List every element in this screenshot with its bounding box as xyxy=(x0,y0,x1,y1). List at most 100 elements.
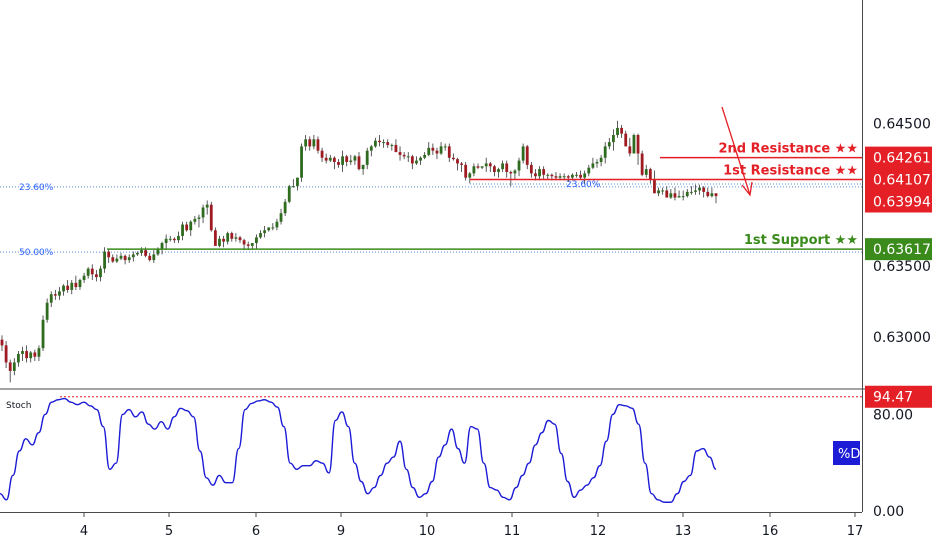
candle-body xyxy=(382,142,386,144)
stoch-pane[interactable] xyxy=(0,390,862,512)
candle-body xyxy=(398,152,402,155)
price-tick-0-63000: 0.63000 xyxy=(873,330,931,346)
candle-body xyxy=(570,174,574,178)
candle-body xyxy=(111,257,115,262)
candle-body xyxy=(669,193,673,198)
stoch-indicator: Stoch %D 94.47 80.00 0.00 xyxy=(0,385,932,520)
candle-body xyxy=(8,362,12,371)
candle-body xyxy=(542,169,546,175)
candle-body xyxy=(665,190,669,198)
candle-body xyxy=(119,255,123,259)
stoch-d-line xyxy=(0,397,717,503)
candle-body xyxy=(677,196,681,198)
candle-body xyxy=(0,339,4,346)
candle-body xyxy=(423,154,427,158)
candle-body xyxy=(53,294,57,296)
candle-body xyxy=(234,237,238,239)
time-tick-label: 12 xyxy=(590,524,607,539)
stoch-value-badge-text: 94.47 xyxy=(873,390,913,406)
candle-body xyxy=(283,201,287,214)
candle-body xyxy=(681,196,685,198)
candle-body xyxy=(189,221,193,231)
candle-body xyxy=(185,224,189,231)
candle-body xyxy=(369,146,373,151)
candle-body xyxy=(33,352,37,357)
candle-body xyxy=(595,162,599,164)
candle-body xyxy=(164,238,168,244)
candle-body xyxy=(534,173,537,177)
candle-body xyxy=(320,150,324,158)
time-tick-label: 16 xyxy=(762,524,779,539)
candle-body xyxy=(209,204,213,231)
time-tick-label: 10 xyxy=(419,524,436,539)
candle-body xyxy=(324,157,328,161)
candle-body xyxy=(259,233,262,238)
candle-body xyxy=(620,127,624,134)
candle-body xyxy=(156,248,160,255)
support-1-badge xyxy=(865,238,932,261)
candle-body xyxy=(37,348,41,357)
candle-body xyxy=(538,169,541,177)
candle-body xyxy=(341,156,344,165)
price-axis: 0.64500 0.63500 0.63000 xyxy=(873,117,931,346)
candle-body xyxy=(513,170,517,174)
candle-body xyxy=(267,227,271,231)
candle-body xyxy=(300,146,303,178)
candle-body xyxy=(624,133,628,147)
support-1-label: 1st Support ★★ xyxy=(744,233,858,248)
candle-body xyxy=(21,351,24,354)
stoch-d-badge xyxy=(833,441,860,465)
candle-body xyxy=(361,164,365,170)
candle-body xyxy=(12,362,16,371)
candle-body xyxy=(661,190,665,192)
candle-body xyxy=(275,221,279,228)
candle-body xyxy=(78,279,82,288)
candle-body xyxy=(193,218,197,222)
candle-body xyxy=(464,164,468,178)
candle-body xyxy=(148,255,152,261)
fib-label-23-6: 23.60% xyxy=(19,183,54,193)
price-pane[interactable] xyxy=(0,0,862,388)
time-tick-label: 9 xyxy=(337,524,345,539)
candle-body xyxy=(546,174,550,176)
candle-body xyxy=(694,190,697,192)
candle-body xyxy=(702,187,706,192)
candle-body xyxy=(177,235,180,241)
price-tick-0-63500: 0.63500 xyxy=(873,259,931,275)
candle-body xyxy=(419,157,422,161)
candle-body xyxy=(443,146,447,148)
candle-body xyxy=(685,191,689,197)
candle-body xyxy=(287,186,291,202)
candle-body xyxy=(410,156,414,164)
candle-body xyxy=(378,140,381,143)
candle-body xyxy=(140,250,143,253)
resistance-2-badge-text: 0.64261 xyxy=(873,151,931,167)
resistance-2-badge xyxy=(865,146,932,169)
candle-body xyxy=(136,252,139,255)
candle-body xyxy=(94,274,98,278)
stoch-value-badge xyxy=(865,385,932,408)
candle-body xyxy=(447,146,451,158)
time-tick-label: 4 xyxy=(80,524,88,539)
candle-body xyxy=(29,352,33,359)
candle-body xyxy=(460,163,463,165)
candle-body xyxy=(427,147,431,155)
candle-body xyxy=(205,204,209,208)
candle-body xyxy=(226,233,230,242)
candle-body xyxy=(213,230,217,246)
candle-body xyxy=(238,237,242,241)
candle-body xyxy=(517,160,521,171)
candle-body xyxy=(25,351,29,359)
fib-label-50: 50.00% xyxy=(19,248,54,258)
candle-body xyxy=(99,268,102,278)
candle-body xyxy=(706,191,710,197)
time-axis: 4 5 6 9 10 11 12 13 16 17 xyxy=(80,512,863,539)
candle-body xyxy=(144,250,148,256)
candle-body xyxy=(612,135,615,143)
candle-body xyxy=(435,150,439,154)
candle-body xyxy=(332,157,336,163)
candle-body xyxy=(484,163,488,167)
projection-arrow xyxy=(721,106,753,197)
candle-body xyxy=(628,146,632,154)
